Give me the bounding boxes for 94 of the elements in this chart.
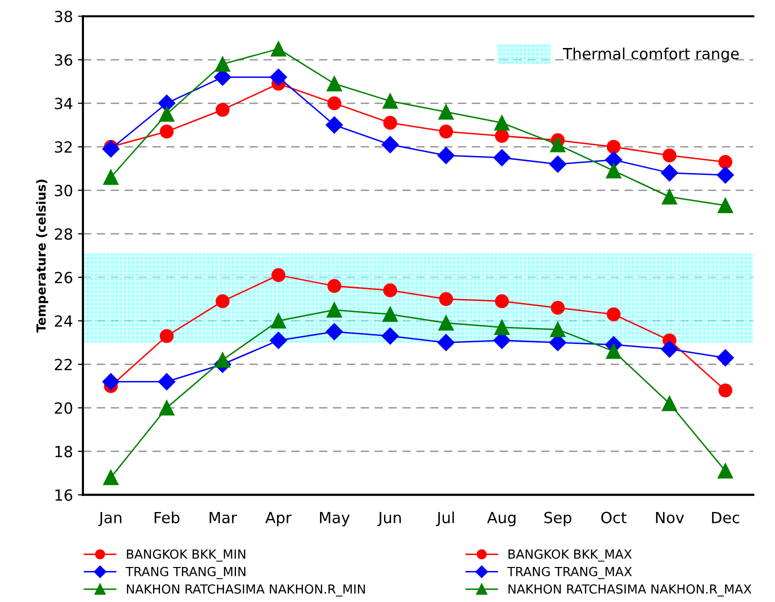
point <box>439 292 453 306</box>
point <box>327 279 342 293</box>
y-tick-label: 32 <box>54 141 72 153</box>
legend-label: NAKHON RATCHASIMA NAKHON.R_MAX <box>508 584 752 597</box>
point <box>494 294 509 308</box>
x-tick-label: Apr <box>265 512 292 526</box>
point <box>216 102 230 117</box>
legend-label: Thermal comfort range <box>562 48 739 62</box>
point <box>327 96 342 110</box>
point <box>158 94 176 112</box>
point <box>662 396 678 412</box>
point <box>718 383 732 398</box>
point <box>160 124 174 138</box>
point <box>606 163 622 178</box>
point <box>549 156 566 173</box>
x-tick-label: Aug <box>487 512 516 526</box>
x-tick-label: Jan <box>98 512 122 526</box>
point <box>494 128 509 143</box>
point <box>382 306 398 322</box>
legend-label: BANGKOK BKK_MAX <box>508 549 632 562</box>
x-tick-label: Mar <box>210 512 237 524</box>
y-tick-label: 20 <box>54 402 72 414</box>
point <box>270 332 288 349</box>
x-tick-label: Sep <box>544 512 572 526</box>
y-tick-label: 30 <box>54 184 72 196</box>
legend-label: TRANG TRANG_MAX <box>507 566 632 580</box>
point <box>550 322 566 338</box>
y-tick-label: 28 <box>54 228 72 240</box>
y-tick-label: 18 <box>55 446 72 458</box>
y-tick-label: 16 <box>55 489 72 501</box>
point <box>718 198 734 214</box>
point <box>550 300 565 315</box>
x-tick-label: Dec <box>712 512 740 524</box>
y-tick-label: 38 <box>54 10 72 22</box>
point <box>716 166 734 184</box>
point <box>493 149 510 166</box>
x-tick-label: Jul <box>436 512 454 526</box>
legend-label: TRANG TRANG_MIN <box>126 566 246 580</box>
point <box>382 93 398 109</box>
legend-label: BANGKOK BKK_MIN <box>126 549 246 562</box>
x-tick-label: Feb <box>154 512 180 524</box>
point <box>214 352 230 368</box>
point <box>382 327 399 345</box>
point <box>437 146 455 164</box>
point <box>718 463 734 479</box>
point <box>439 124 453 138</box>
point <box>494 115 510 130</box>
point <box>438 315 454 331</box>
point <box>214 56 230 72</box>
y-axis-title: Temperature (celsius) <box>36 180 48 332</box>
point <box>437 334 455 352</box>
point <box>605 151 622 168</box>
point <box>660 340 678 358</box>
point <box>159 400 174 416</box>
point <box>158 373 176 390</box>
point <box>270 68 288 86</box>
point <box>103 470 118 486</box>
point <box>494 320 510 335</box>
point <box>270 313 286 328</box>
point <box>216 294 230 308</box>
point <box>382 136 399 154</box>
point <box>662 189 678 204</box>
point <box>326 76 342 92</box>
point <box>718 155 732 169</box>
x-tick-label: Nov <box>656 512 684 524</box>
y-tick-label: 36 <box>54 54 72 66</box>
y-tick-label: 26 <box>54 272 72 284</box>
point <box>383 283 398 298</box>
point <box>270 41 286 57</box>
point <box>102 373 120 390</box>
x-tick-label: Jun <box>377 512 401 526</box>
point <box>660 164 678 182</box>
point <box>159 106 174 122</box>
point <box>606 140 621 154</box>
x-tick-label: May <box>320 512 350 526</box>
point <box>272 268 286 282</box>
point <box>103 170 118 185</box>
point <box>326 116 343 134</box>
y-tick-label: 22 <box>54 358 72 370</box>
point <box>606 307 621 322</box>
x-tick-label: Oct <box>601 512 626 524</box>
legend-label: NAKHON RATCHASIMA NAKHON.R_MIN <box>126 584 365 597</box>
point <box>606 344 622 359</box>
point <box>550 136 566 152</box>
point <box>716 349 734 366</box>
y-tick-label: 24 <box>54 315 72 327</box>
point <box>102 140 120 158</box>
point <box>383 116 398 130</box>
y-tick-label: 34 <box>54 98 72 110</box>
point <box>326 302 342 318</box>
point <box>160 329 174 343</box>
point <box>662 148 676 162</box>
point <box>438 104 454 120</box>
point <box>326 323 343 340</box>
